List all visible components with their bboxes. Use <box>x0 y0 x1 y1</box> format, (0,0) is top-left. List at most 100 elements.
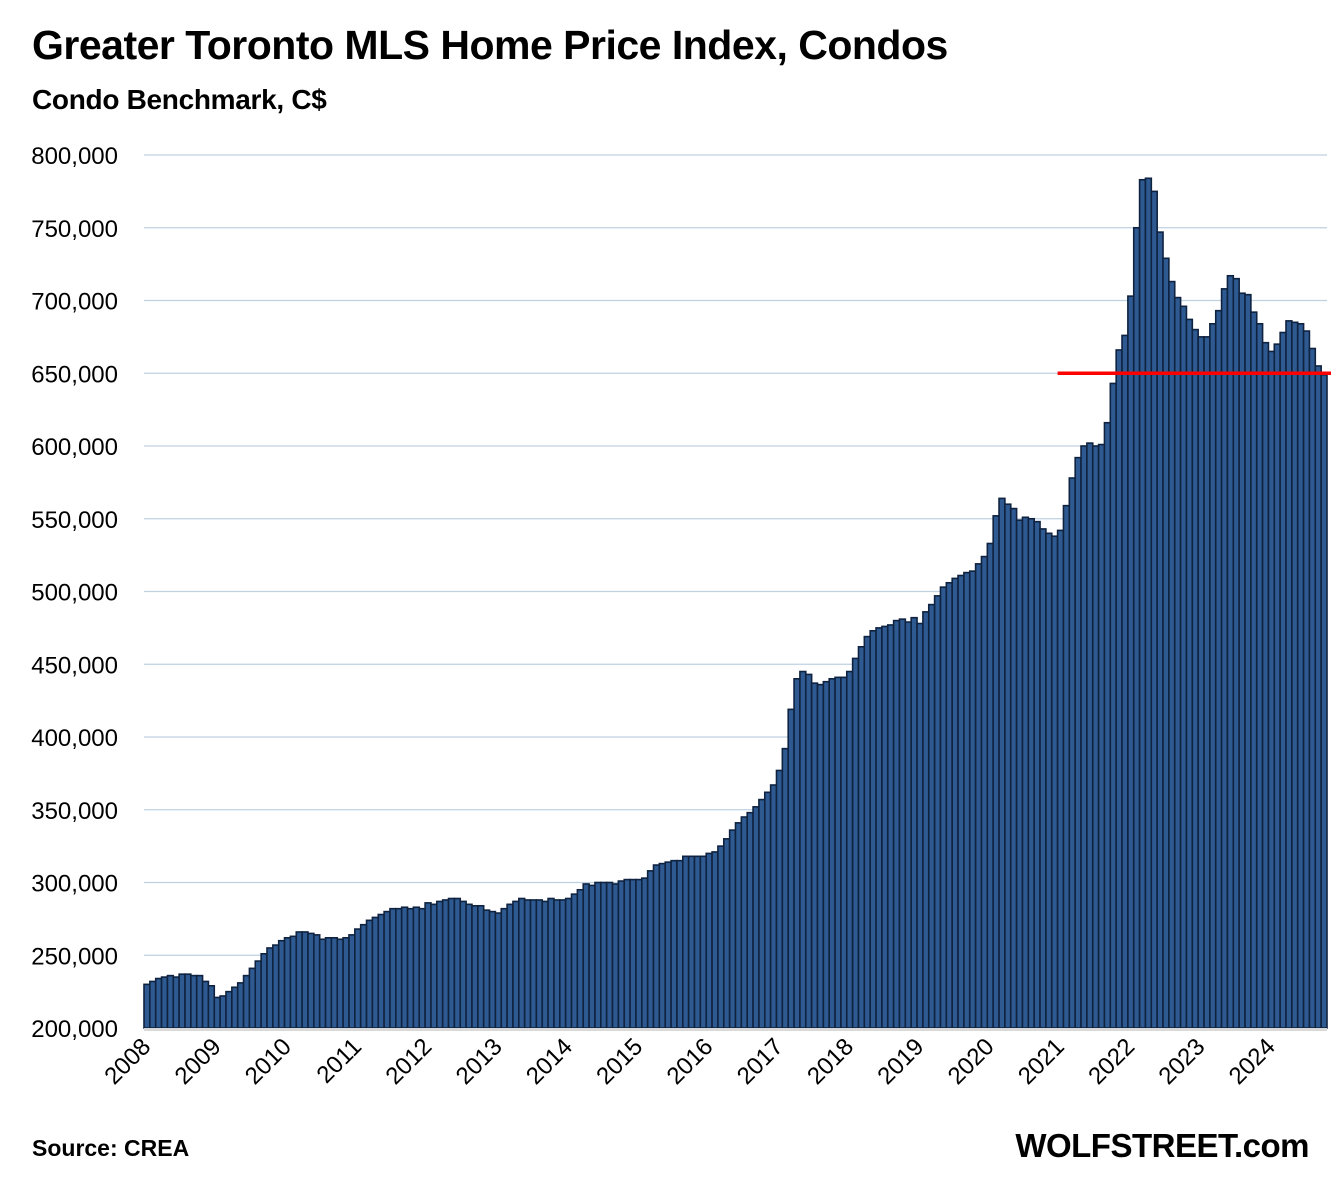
bar <box>1267 350 1276 1029</box>
bar <box>430 903 438 1029</box>
x-tick-label: 2022 <box>1083 1033 1140 1090</box>
y-tick-label: 450,000 <box>31 652 118 679</box>
bar <box>957 574 965 1029</box>
bar <box>342 936 350 1029</box>
bar <box>477 904 485 1029</box>
bar <box>541 900 549 1029</box>
bar <box>605 881 614 1029</box>
bar <box>242 974 251 1029</box>
bar <box>922 611 930 1029</box>
x-tick-label: 2016 <box>662 1033 719 1090</box>
bar <box>1121 334 1129 1029</box>
bar <box>506 903 514 1029</box>
bar <box>371 916 380 1029</box>
bar <box>611 883 620 1029</box>
bar <box>1156 231 1164 1029</box>
bar <box>763 791 772 1029</box>
bar <box>459 900 467 1029</box>
bar <box>910 616 918 1029</box>
bar <box>1132 226 1141 1029</box>
bar <box>711 851 719 1029</box>
bar <box>1209 322 1217 1029</box>
bar <box>1302 330 1311 1029</box>
bar <box>681 855 690 1029</box>
chart-subtitle: Condo Benchmark, C$ <box>32 84 327 115</box>
bar <box>231 986 239 1029</box>
bar <box>623 878 631 1029</box>
bar <box>348 934 356 1029</box>
bar <box>717 845 725 1029</box>
bar <box>992 515 1000 1029</box>
bar <box>980 555 989 1029</box>
bar <box>207 984 216 1029</box>
bar <box>272 944 280 1029</box>
bar <box>424 902 432 1029</box>
bar <box>1314 365 1322 1029</box>
bar <box>1009 507 1018 1029</box>
bar <box>1144 177 1153 1029</box>
bar <box>301 931 309 1029</box>
bar <box>1015 519 1024 1029</box>
bar <box>1261 341 1270 1029</box>
bar <box>412 906 421 1029</box>
x-tick-label: 2018 <box>802 1033 859 1090</box>
x-tick-label: 2023 <box>1154 1033 1211 1090</box>
bar <box>377 913 385 1029</box>
bar <box>640 877 649 1029</box>
bar <box>998 497 1006 1029</box>
bar <box>1291 321 1299 1029</box>
y-tick-label: 400,000 <box>31 725 118 752</box>
bar <box>359 923 368 1029</box>
bar <box>248 967 257 1029</box>
bar <box>488 910 497 1029</box>
bar <box>1086 442 1094 1029</box>
bar <box>968 570 977 1029</box>
y-tick-label: 350,000 <box>31 798 118 825</box>
bar <box>529 899 538 1029</box>
bar <box>652 864 661 1029</box>
bar <box>1168 280 1176 1029</box>
bar <box>1244 293 1252 1029</box>
bar <box>547 897 555 1029</box>
bar <box>945 581 953 1029</box>
bar <box>149 980 157 1029</box>
bar <box>599 881 608 1029</box>
bar <box>705 852 713 1029</box>
bar <box>1214 309 1223 1029</box>
bar <box>494 912 503 1029</box>
bar <box>746 811 754 1029</box>
bar <box>564 897 573 1029</box>
x-tick-label: 2010 <box>240 1033 297 1090</box>
bar <box>576 888 585 1029</box>
x-axis-ticks: 2008 2009 2010 2011 2012 2013 2014 2015 2016 2017… <box>99 1033 1280 1090</box>
y-tick-label: 750,000 <box>31 216 118 243</box>
bar <box>875 627 883 1029</box>
bar <box>400 906 409 1029</box>
bar <box>617 880 626 1029</box>
bar <box>523 899 532 1029</box>
bar <box>190 974 198 1029</box>
bar <box>283 936 292 1029</box>
bar <box>722 838 731 1029</box>
bar <box>676 859 684 1029</box>
bar <box>178 973 186 1029</box>
bar <box>810 682 819 1029</box>
bar <box>1004 503 1012 1029</box>
bar <box>687 855 696 1029</box>
bar <box>336 938 344 1029</box>
bar <box>512 900 520 1029</box>
bar <box>318 938 327 1029</box>
bar <box>324 936 333 1029</box>
bar <box>482 909 491 1029</box>
y-axis-ticks: 200,000 250,000 300,000 350,000 400,000 450,0… <box>31 143 118 1043</box>
bar <box>500 907 508 1029</box>
bar <box>143 983 151 1029</box>
bar <box>869 629 877 1029</box>
source-label: Source: CREA <box>32 1135 190 1161</box>
bar <box>1103 421 1112 1029</box>
bar <box>799 670 807 1029</box>
bar <box>383 910 391 1029</box>
x-tick-label: 2021 <box>1013 1033 1070 1090</box>
bar <box>1062 504 1071 1029</box>
bar <box>1232 277 1240 1029</box>
